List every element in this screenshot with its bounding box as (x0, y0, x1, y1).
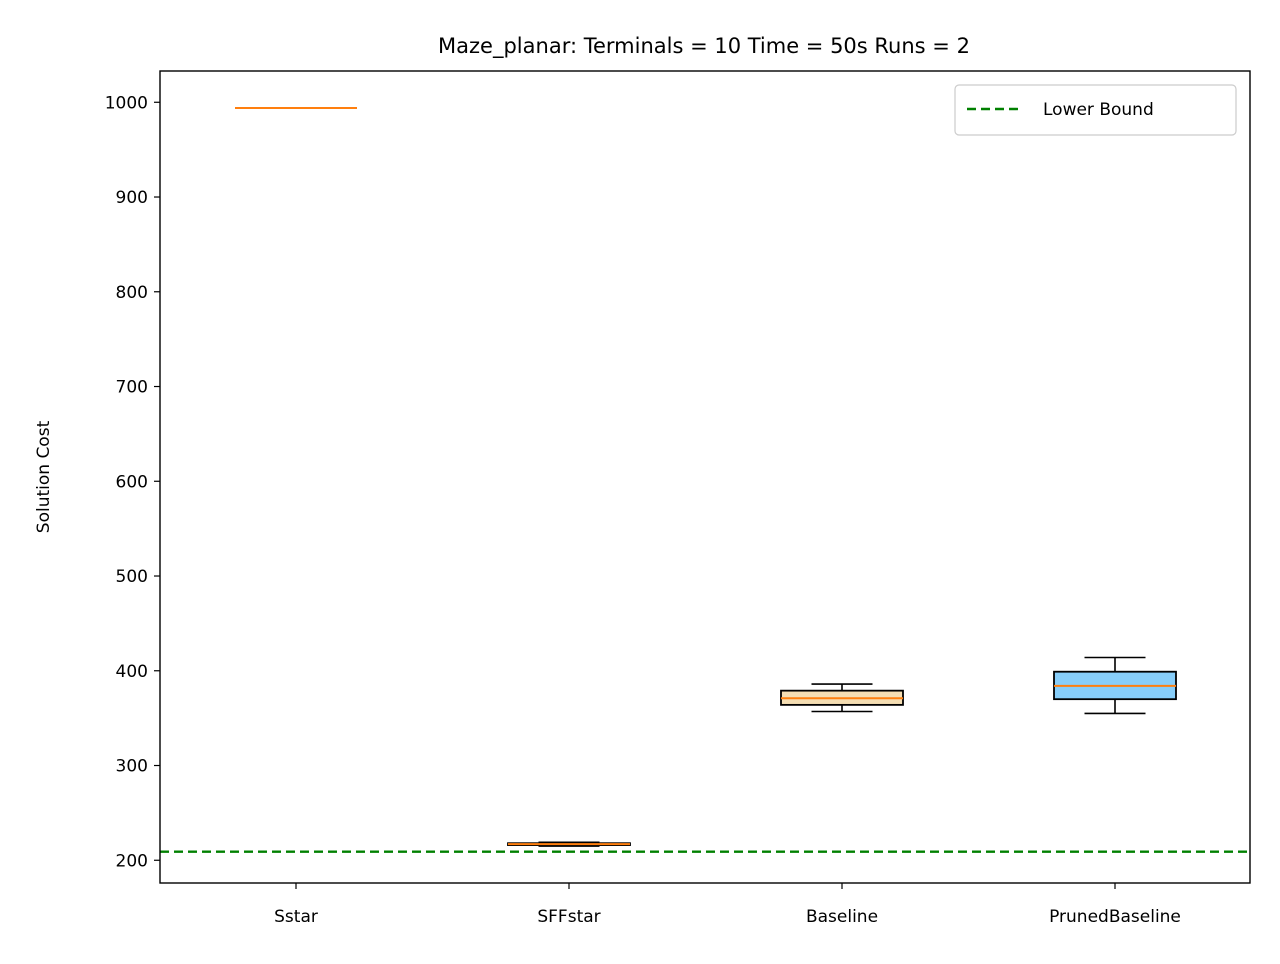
chart-title: Maze_planar: Terminals = 10 Time = 50s R… (438, 34, 970, 59)
plot-area: 200 300 400 500 600 700 800 900 1000 Sstar SFFstar… (105, 70, 1251, 927)
y-tick-label: 400 (116, 662, 148, 682)
legend: Lower Bound (954, 84, 1237, 136)
plot-frame (159, 70, 1251, 884)
x-tick-label: Sstar (274, 907, 318, 927)
y-tick-label: 500 (116, 567, 148, 587)
x-tick-label: SFFstar (537, 907, 600, 927)
box-baseline (780, 683, 904, 713)
y-tick-label: 900 (116, 188, 148, 208)
y-tick-label: 300 (116, 757, 148, 777)
x-tick-label: Baseline (806, 907, 878, 927)
y-tick-label: 800 (116, 283, 148, 303)
legend-box (954, 84, 1237, 136)
x-tick-label: PrunedBaseline (1049, 907, 1181, 927)
y-tick-label: 700 (116, 378, 148, 398)
box-prunedbaseline (1053, 656, 1177, 715)
legend-label: Lower Bound (1043, 100, 1154, 120)
y-tick-label: 600 (116, 472, 148, 492)
y-axis-label: Solution Cost (34, 420, 54, 533)
box-sffstar (507, 841, 631, 847)
y-tick-label: 1000 (105, 93, 148, 113)
y-tick-label: 200 (116, 851, 148, 871)
